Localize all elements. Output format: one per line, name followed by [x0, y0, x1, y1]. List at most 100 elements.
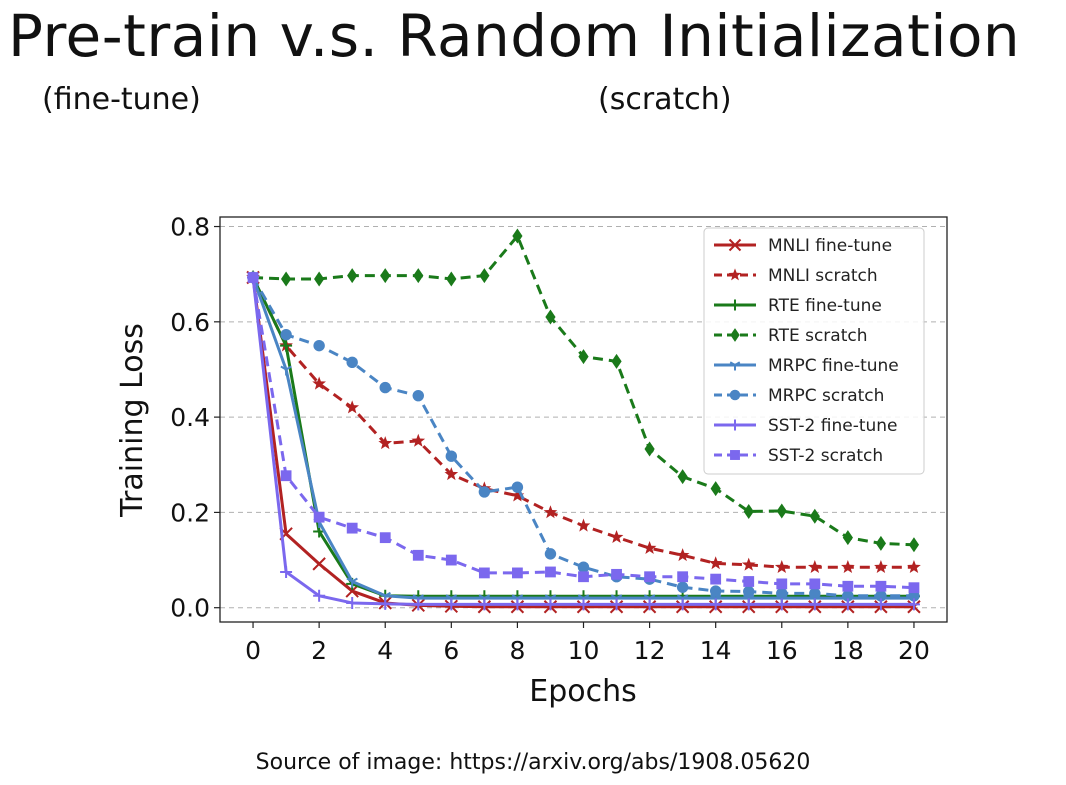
legend-label: MRPC fine-tune: [768, 356, 899, 376]
data-point: [742, 598, 755, 611]
data-point: [676, 598, 689, 611]
data-point: [807, 560, 822, 574]
data-point: [379, 381, 391, 394]
x-tick-label: 16: [766, 636, 798, 665]
data-point: [741, 557, 756, 571]
data-point: [544, 548, 557, 560]
data-point: [312, 557, 326, 571]
data-point: [478, 567, 490, 579]
data-point: [345, 400, 360, 414]
data-point: [313, 589, 326, 602]
data-point: [545, 566, 556, 578]
data-point: [611, 353, 622, 369]
data-point: [345, 584, 359, 598]
legend-box: [703, 227, 925, 475]
x-tick-label: 6: [443, 636, 459, 665]
data-point: [247, 272, 259, 283]
data-point: [743, 503, 754, 519]
data-point: [644, 571, 655, 583]
data-point: [380, 268, 391, 284]
y-axis-title: Training Loss: [115, 323, 150, 518]
data-point: [512, 228, 523, 244]
x-tick-label: 8: [509, 636, 525, 665]
data-point: [875, 590, 887, 602]
data-point: [842, 530, 853, 546]
data-point: [809, 578, 821, 590]
data-point: [444, 467, 459, 481]
series-line: [251, 276, 914, 598]
data-point: [511, 598, 524, 611]
data-point: [710, 481, 721, 497]
data-point: [644, 441, 655, 457]
data-point: [908, 582, 920, 594]
data-point: [511, 481, 524, 493]
data-point: [729, 419, 741, 431]
data-point: [314, 271, 325, 287]
data-point: [676, 581, 689, 593]
x-tick-label: 0: [245, 636, 261, 665]
y-tick-label: 0.0: [170, 594, 210, 623]
legend-item: MNLI scratch: [714, 266, 878, 286]
x-tick-label: 4: [377, 636, 393, 665]
data-point: [611, 568, 622, 580]
legend-item: SST-2 fine-tune: [714, 416, 898, 436]
series-layer: [246, 228, 921, 614]
data-point: [445, 598, 458, 611]
y-tick-label: 0.8: [170, 213, 210, 242]
data-point: [346, 356, 358, 369]
data-point: [776, 503, 787, 519]
data-point: [743, 576, 755, 587]
data-point: [875, 580, 887, 592]
data-point: [730, 450, 740, 460]
legend-label: RTE scratch: [768, 326, 868, 346]
data-point: [609, 529, 624, 544]
x-tick-label: 2: [311, 636, 327, 665]
data-point: [512, 567, 523, 579]
data-point: [907, 560, 921, 574]
data-point: [478, 486, 491, 498]
series-sst-2-fine-tune: [247, 271, 920, 611]
data-point: [411, 433, 426, 447]
data-point: [510, 488, 525, 502]
x-tick-label: 18: [832, 636, 864, 665]
x-tick-label: 20: [898, 636, 930, 665]
data-point: [280, 271, 292, 287]
data-point: [709, 585, 722, 597]
data-point: [446, 271, 457, 287]
data-point: [313, 511, 325, 523]
data-point: [280, 365, 292, 376]
data-point: [543, 505, 558, 519]
legend-item: RTE scratch: [714, 326, 868, 346]
data-point: [346, 522, 358, 534]
data-point: [675, 548, 690, 562]
data-point: [445, 450, 458, 462]
subtitle-fine-tune: (fine-tune): [42, 82, 201, 117]
series-sst-2-scratch: [247, 272, 920, 594]
data-point: [908, 537, 920, 553]
data-point: [774, 560, 789, 574]
data-point: [874, 598, 887, 611]
legend-item: MRPC scratch: [714, 386, 884, 406]
data-point: [875, 535, 887, 551]
data-point: [710, 573, 722, 585]
data-point: [708, 556, 723, 570]
data-point: [776, 578, 788, 590]
data-point: [378, 436, 393, 450]
data-point: [729, 361, 741, 371]
data-point: [743, 585, 755, 598]
data-point: [576, 518, 591, 532]
data-point: [841, 598, 854, 611]
data-point: [346, 577, 358, 588]
data-point: [312, 376, 326, 390]
data-point: [544, 598, 557, 611]
data-point: [808, 598, 821, 611]
legend-item: RTE fine-tune: [714, 296, 882, 316]
x-tick-label: 10: [568, 636, 600, 665]
image-source-note: Source of image: https://arxiv.org/abs/1…: [255, 750, 811, 775]
data-point: [677, 469, 688, 485]
data-point: [412, 389, 424, 402]
data-point: [577, 561, 590, 573]
data-point: [545, 309, 556, 325]
data-point: [709, 598, 722, 611]
subtitle-scratch: (scratch): [598, 82, 732, 117]
